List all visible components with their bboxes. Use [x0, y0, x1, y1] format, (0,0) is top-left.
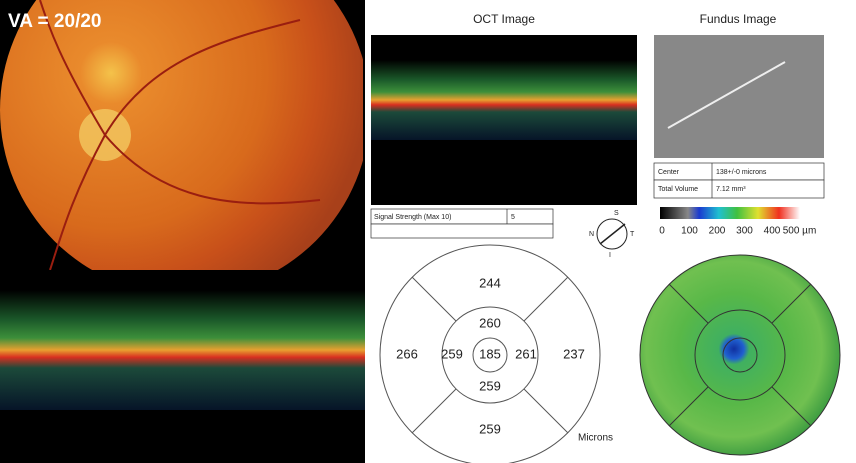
fundus-gray — [654, 35, 824, 158]
compass-i: I — [609, 252, 611, 259]
value: 237 — [563, 346, 585, 361]
scan-line — [667, 61, 786, 129]
oct-title: OCT Image — [473, 12, 535, 26]
scale-label: 500 µm — [783, 226, 817, 237]
value: 260 — [479, 315, 501, 330]
compass-s: S — [614, 210, 619, 217]
scale-label: 100 — [681, 226, 698, 237]
table-row — [653, 179, 825, 199]
fundus-title: Fundus Image — [700, 12, 777, 26]
color-scale — [660, 207, 800, 219]
oct-scan — [371, 60, 637, 140]
va-label: VA = 20/20 — [8, 11, 101, 32]
cell: 7.12 mm³ — [716, 186, 746, 193]
scale-label: 400 — [764, 226, 781, 237]
scale-label: 0 — [659, 226, 665, 237]
cell: Total Volume — [658, 186, 698, 193]
cell: 138+/-0 microns — [716, 169, 767, 176]
oct-scan-left — [0, 290, 365, 410]
value: 261 — [515, 346, 537, 361]
compass-n: N — [589, 231, 594, 238]
scale-label: 200 — [709, 226, 726, 237]
signal-value: 5 — [511, 214, 515, 221]
blank-row — [370, 223, 554, 239]
compass — [596, 218, 628, 250]
compass-arrow — [599, 223, 626, 245]
map-grid — [668, 283, 812, 427]
value: 185 — [479, 346, 501, 361]
cell: Center — [658, 169, 680, 176]
etdrs-grid — [379, 244, 601, 463]
value: 259 — [479, 421, 501, 436]
vessels — [39, 0, 321, 270]
scale-label: 300 — [736, 226, 753, 237]
compass-t: T — [630, 231, 635, 238]
signal-label: Signal Strength (Max 10) — [374, 214, 451, 221]
value: 244 — [479, 275, 501, 290]
unit: Microns — [578, 433, 613, 444]
value: 266 — [396, 346, 418, 361]
value: 259 — [441, 346, 463, 361]
value: 259 — [479, 378, 501, 393]
